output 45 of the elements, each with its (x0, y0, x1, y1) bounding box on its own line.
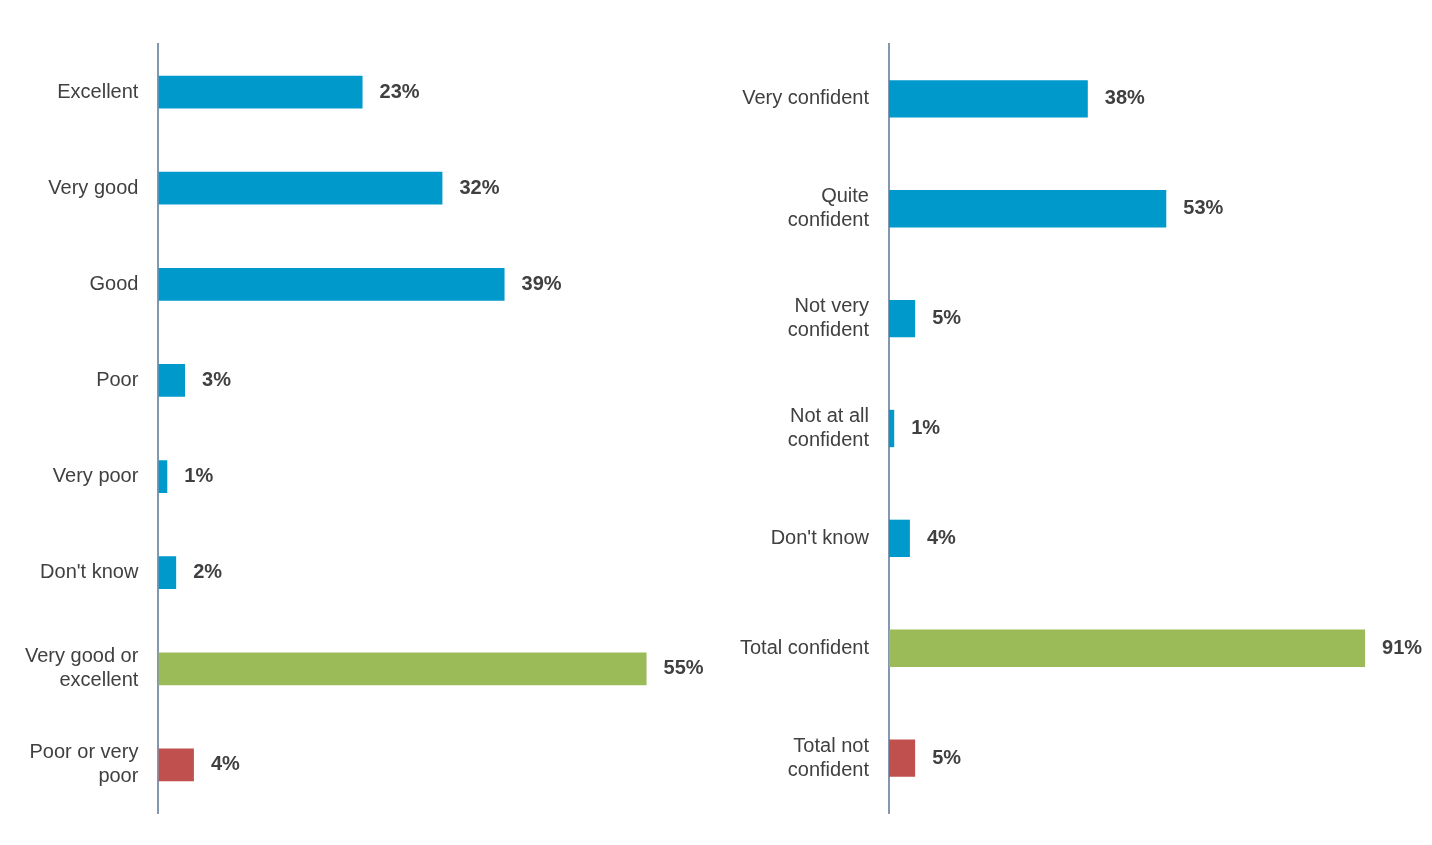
bar (888, 190, 1167, 228)
data-label: 91% (1382, 635, 1423, 658)
data-label: 5% (932, 745, 962, 768)
data-label: 53% (1183, 196, 1224, 219)
y-tick-label: Very confident (742, 86, 870, 109)
y-tick-label: Poor or very poor (29, 740, 139, 787)
data-label: 5% (932, 306, 962, 329)
bar (158, 556, 177, 590)
y-tick-label: Total not confident (787, 733, 870, 780)
bar (158, 748, 194, 782)
bar (888, 80, 1088, 118)
y-tick-label: Poor (96, 367, 139, 390)
bar (888, 409, 895, 448)
y-tick-label: Very good or excellent (24, 644, 139, 691)
y-tick-label: Don't know (40, 560, 139, 583)
data-label: 3% (202, 367, 232, 390)
data-label: 1% (911, 416, 941, 439)
bar (158, 364, 186, 397)
bar (158, 460, 168, 493)
y-tick-label: Not very confident (787, 294, 870, 341)
data-label: 23% (379, 79, 420, 102)
data-label: 39% (521, 271, 562, 294)
bar (158, 267, 505, 301)
bar (888, 519, 910, 558)
y-tick-label: Good (89, 271, 139, 294)
y-tick-label: Excellent (57, 79, 139, 102)
bar (158, 75, 363, 109)
y-tick-label: Don't know (770, 525, 870, 548)
data-label: 4% (210, 752, 241, 775)
y-tick-label: Total confident (739, 635, 870, 658)
data-label: 1% (184, 464, 214, 487)
data-label: 4% (926, 525, 957, 548)
bar (158, 652, 647, 686)
y-tick-label: Quite confident (787, 184, 870, 231)
data-label: 38% (1104, 86, 1146, 109)
bar (888, 629, 1366, 667)
y-tick-label: Not at all confident (787, 404, 870, 451)
bar (888, 739, 916, 777)
y-tick-label: Very good (48, 175, 139, 198)
data-label: 32% (459, 175, 500, 198)
bar (888, 299, 916, 338)
data-label: 55% (663, 656, 704, 679)
bar (158, 171, 443, 205)
data-label: 2% (193, 560, 223, 583)
y-tick-label: Very poor (52, 464, 139, 487)
